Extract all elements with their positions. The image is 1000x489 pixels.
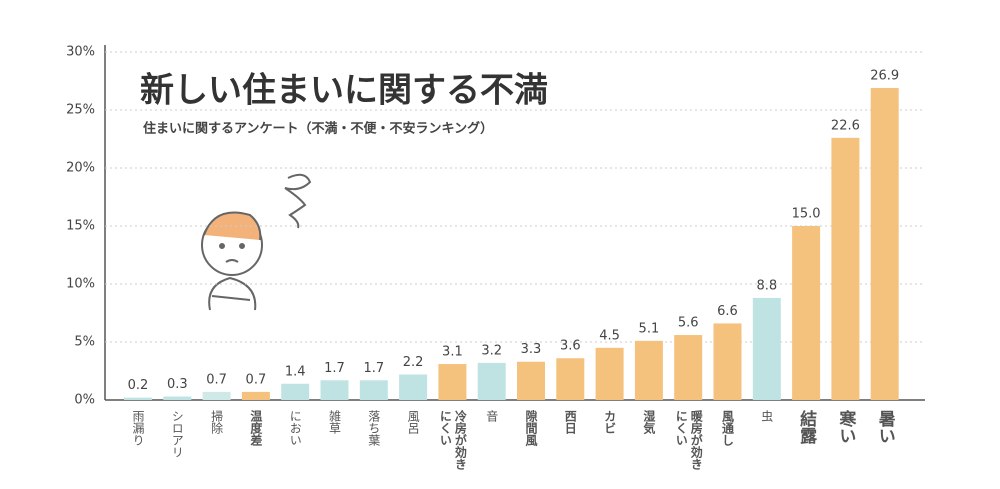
chart-subtitle: 住まいに関するアンケート（不満・不便・不安ランキング）: [143, 121, 493, 137]
bar: [674, 335, 703, 400]
value-label: 26.9: [870, 68, 899, 83]
x-tick-label: 温度差: [248, 410, 263, 446]
x-tick-label: 湿気: [641, 410, 656, 434]
bar: [831, 137, 860, 400]
bar: [241, 391, 270, 400]
y-tick-label: 0%: [74, 393, 95, 408]
value-label: 0.3: [167, 377, 188, 392]
bar: [202, 391, 231, 400]
x-tick-label: カビ: [602, 410, 617, 434]
x-tick-label: 雑草: [327, 410, 342, 434]
chart-title: 新しい住まいに関する不満: [140, 71, 548, 111]
value-label: 6.6: [717, 304, 738, 319]
bar: [477, 362, 506, 400]
x-tick-label: 寒い: [835, 410, 856, 444]
x-tick-label: 虫: [759, 410, 774, 422]
y-tick-label: 30%: [66, 45, 95, 60]
x-tick-label: 掃除: [209, 410, 224, 434]
value-label: 22.6: [831, 118, 860, 133]
value-label: 1.4: [285, 364, 306, 379]
x-tick-label: 結露: [796, 410, 817, 444]
value-label: 15.0: [792, 207, 821, 222]
x-tick-label: 冷房が効きにくい: [438, 410, 468, 470]
bar: [713, 323, 742, 400]
bar: [399, 374, 428, 400]
value-label: 2.2: [403, 355, 424, 370]
x-tick-label: 隙間風: [524, 410, 538, 446]
bar: [792, 226, 821, 400]
value-label: 0.2: [128, 378, 149, 393]
x-tick-label: におい: [288, 410, 303, 446]
x-tick-label: 雨漏り: [131, 410, 145, 446]
y-tick-label: 15%: [66, 219, 95, 234]
bar: [752, 297, 781, 400]
bar: [870, 87, 899, 401]
value-label: 0.7: [246, 372, 267, 387]
bar: [320, 380, 349, 400]
value-label: 3.2: [481, 343, 502, 358]
value-label: 5.6: [678, 316, 699, 331]
character: [201, 173, 312, 311]
value-label: 3.3: [521, 342, 542, 357]
value-label: 5.1: [639, 321, 660, 336]
bar: [281, 383, 310, 400]
x-tick-label: シロアリ: [170, 410, 185, 458]
y-tick-label: 5%: [74, 335, 95, 350]
bar: [359, 380, 388, 400]
x-tick-label: 音: [484, 410, 499, 422]
value-label: 8.8: [756, 278, 777, 293]
bar: [438, 364, 467, 400]
y-tick-label: 25%: [66, 103, 95, 118]
value-label: 4.5: [599, 328, 620, 343]
bar: [517, 361, 545, 400]
x-tick-label: 暑い: [874, 410, 895, 444]
y-tick-label: 20%: [66, 161, 95, 176]
bar: [634, 340, 663, 400]
bar: [163, 396, 192, 400]
y-tick-label: 10%: [66, 277, 95, 292]
x-tick-label: 西日: [563, 410, 578, 434]
x-tick-label: 落ち葉: [366, 410, 381, 446]
x-tick-label: 風呂: [406, 410, 421, 434]
x-tick-label: 風通し: [720, 410, 735, 446]
bar: [595, 347, 624, 400]
bar: [556, 358, 585, 400]
value-label: 1.7: [324, 361, 345, 376]
value-label: 1.7: [363, 361, 384, 376]
bar: [124, 397, 152, 400]
value-label: 0.7: [206, 372, 227, 387]
x-tick-label: 暖房が効きにくい: [674, 410, 704, 470]
value-label: 3.6: [560, 339, 581, 354]
value-label: 3.1: [442, 345, 463, 360]
